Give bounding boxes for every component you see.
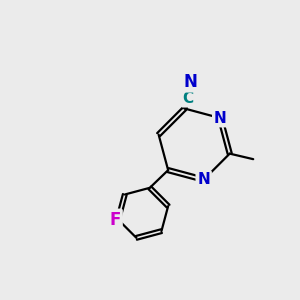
Text: C: C xyxy=(183,91,194,106)
Text: N: N xyxy=(197,172,210,187)
Text: N: N xyxy=(214,111,226,126)
Text: F: F xyxy=(110,211,121,229)
Text: N: N xyxy=(184,73,197,91)
